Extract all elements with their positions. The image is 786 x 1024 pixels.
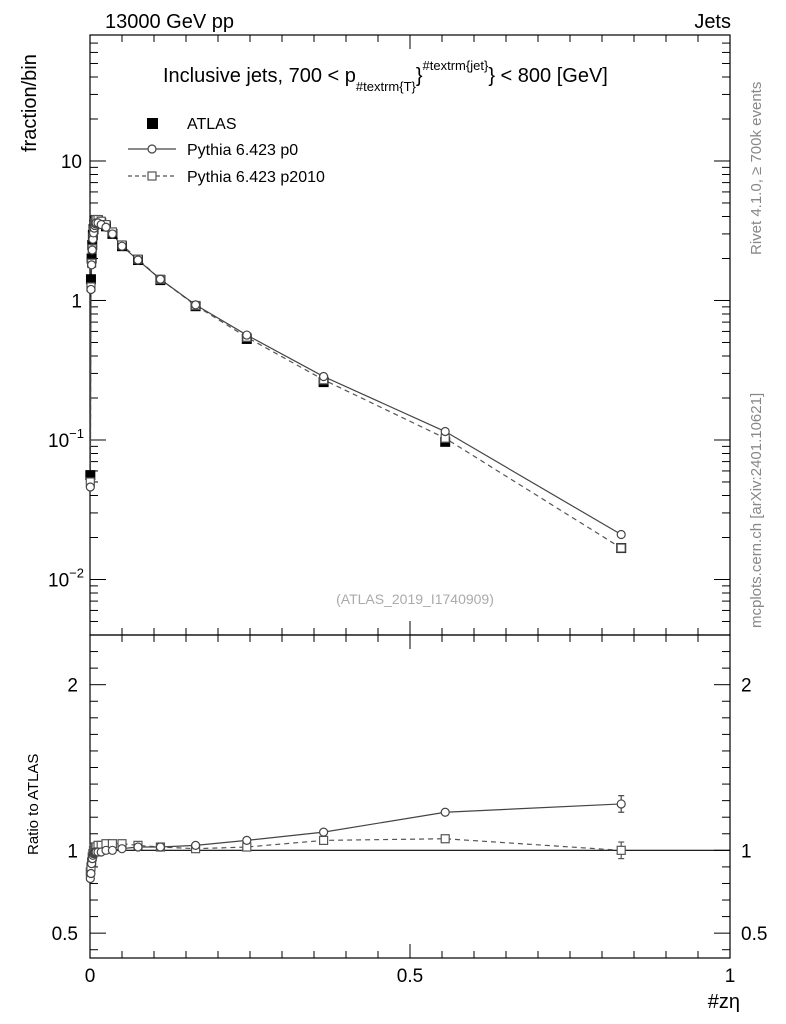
analysis-id: (ATLAS_2019_I1740909) <box>336 591 494 607</box>
legend-atlas-label: ATLAS <box>187 116 237 133</box>
y-tick-label-main: 10−2 <box>48 565 84 591</box>
title-suffix: } < 800 [GeV] <box>488 65 608 87</box>
ratio-panel-frame <box>89 634 731 959</box>
legend-p2010-marker <box>147 171 157 181</box>
p0-ratio-point <box>319 827 329 837</box>
y-tick-label-ratio: 1 <box>67 841 78 862</box>
p0-point <box>133 255 143 265</box>
legend-atlas-marker <box>147 118 158 129</box>
y-tick-label-main: 10 <box>61 152 82 173</box>
title-superscript: #textrm{jet} <box>423 58 489 73</box>
p2010-ratio-point <box>440 834 450 844</box>
svg-text:Inclusive jets, 700 < p#textrm: Inclusive jets, 700 < p#textrm{T}}#textr… <box>163 58 608 94</box>
p0-ratio-point <box>133 842 143 852</box>
header-right-label: Jets <box>694 11 731 33</box>
title-prefix: Inclusive jets, 700 < p <box>163 65 356 87</box>
p2010-ratio-point <box>319 835 329 845</box>
p0-point <box>616 529 626 540</box>
p0-point <box>191 300 201 310</box>
p0-point <box>101 222 111 232</box>
mcplots-label: mcplots.cern.ch [arXiv:2401.10621] <box>748 393 765 628</box>
p2010-ratio-point <box>616 845 626 855</box>
p0-point <box>155 274 165 284</box>
legend-p0-marker <box>147 144 157 154</box>
p0-point <box>107 229 118 239</box>
p0-point <box>86 284 96 295</box>
y-axis-label-ratio: Ratio to ATLAS <box>25 754 42 855</box>
y-axis-label-main: fraction/bin <box>19 54 41 152</box>
y-tick-label-ratio: 0.5 <box>52 924 78 945</box>
legend: ATLAS Pythia 6.423 p0 Pythia 6.423 p2010 <box>128 116 325 186</box>
title-brace: } <box>416 65 423 87</box>
x-axis-label: #zη <box>708 991 740 1013</box>
p0-ratio-point <box>86 868 96 879</box>
p0-ratio-point <box>242 835 252 845</box>
y-tick-label-main: 1 <box>71 291 82 312</box>
atlas-point <box>86 253 97 264</box>
y-tick-label-ratio: 2 <box>67 676 78 697</box>
p0-line-ratio <box>89 803 622 879</box>
p0-ratio-point <box>155 842 165 852</box>
header-left-label: 13000 GeV pp <box>105 11 234 33</box>
p0-ratio-point <box>191 840 201 850</box>
x-tick-label: 1 <box>725 966 736 987</box>
y-tick-label-main: 10−1 <box>48 426 84 452</box>
p0-point <box>242 330 252 340</box>
legend-p2010-label: Pythia 6.423 p2010 <box>187 169 325 186</box>
title-subscript: #textrm{T} <box>356 79 417 94</box>
p0-ratio-point <box>440 807 450 817</box>
p0-point <box>86 260 97 270</box>
main-plot-area <box>85 214 627 554</box>
p2010-line-ratio <box>89 838 622 872</box>
x-tick-label: 0.5 <box>397 966 423 987</box>
atlas-point <box>85 470 96 481</box>
p0-point <box>87 245 97 255</box>
legend-p0-label: Pythia 6.423 p0 <box>187 142 298 159</box>
chart-title: Inclusive jets, 700 < p#textrm{T}}#textr… <box>163 58 608 94</box>
p0-point <box>440 426 450 437</box>
p0-ratio-point <box>107 845 118 855</box>
p0-point <box>319 371 329 382</box>
p0-line-main <box>89 222 622 536</box>
y-tick-label-ratio-right: 1 <box>741 841 752 862</box>
y-tick-label-ratio-right: 0.5 <box>741 924 767 945</box>
p0-ratio-point <box>616 799 626 809</box>
ratio-plot-area <box>85 795 730 884</box>
x-tick-label: 0 <box>85 966 96 987</box>
y-tick-label-ratio-right: 2 <box>741 676 752 697</box>
main-panel-frame <box>89 34 731 636</box>
p0-ratio-point <box>117 844 127 854</box>
rivet-label: Rivet 4.1.0, ≥ 700k events <box>748 82 765 255</box>
atlas-point <box>85 274 96 285</box>
p2010-point <box>616 543 626 553</box>
p0-point <box>117 241 127 251</box>
p0-point <box>85 482 95 492</box>
p2010-line-main <box>89 219 622 549</box>
